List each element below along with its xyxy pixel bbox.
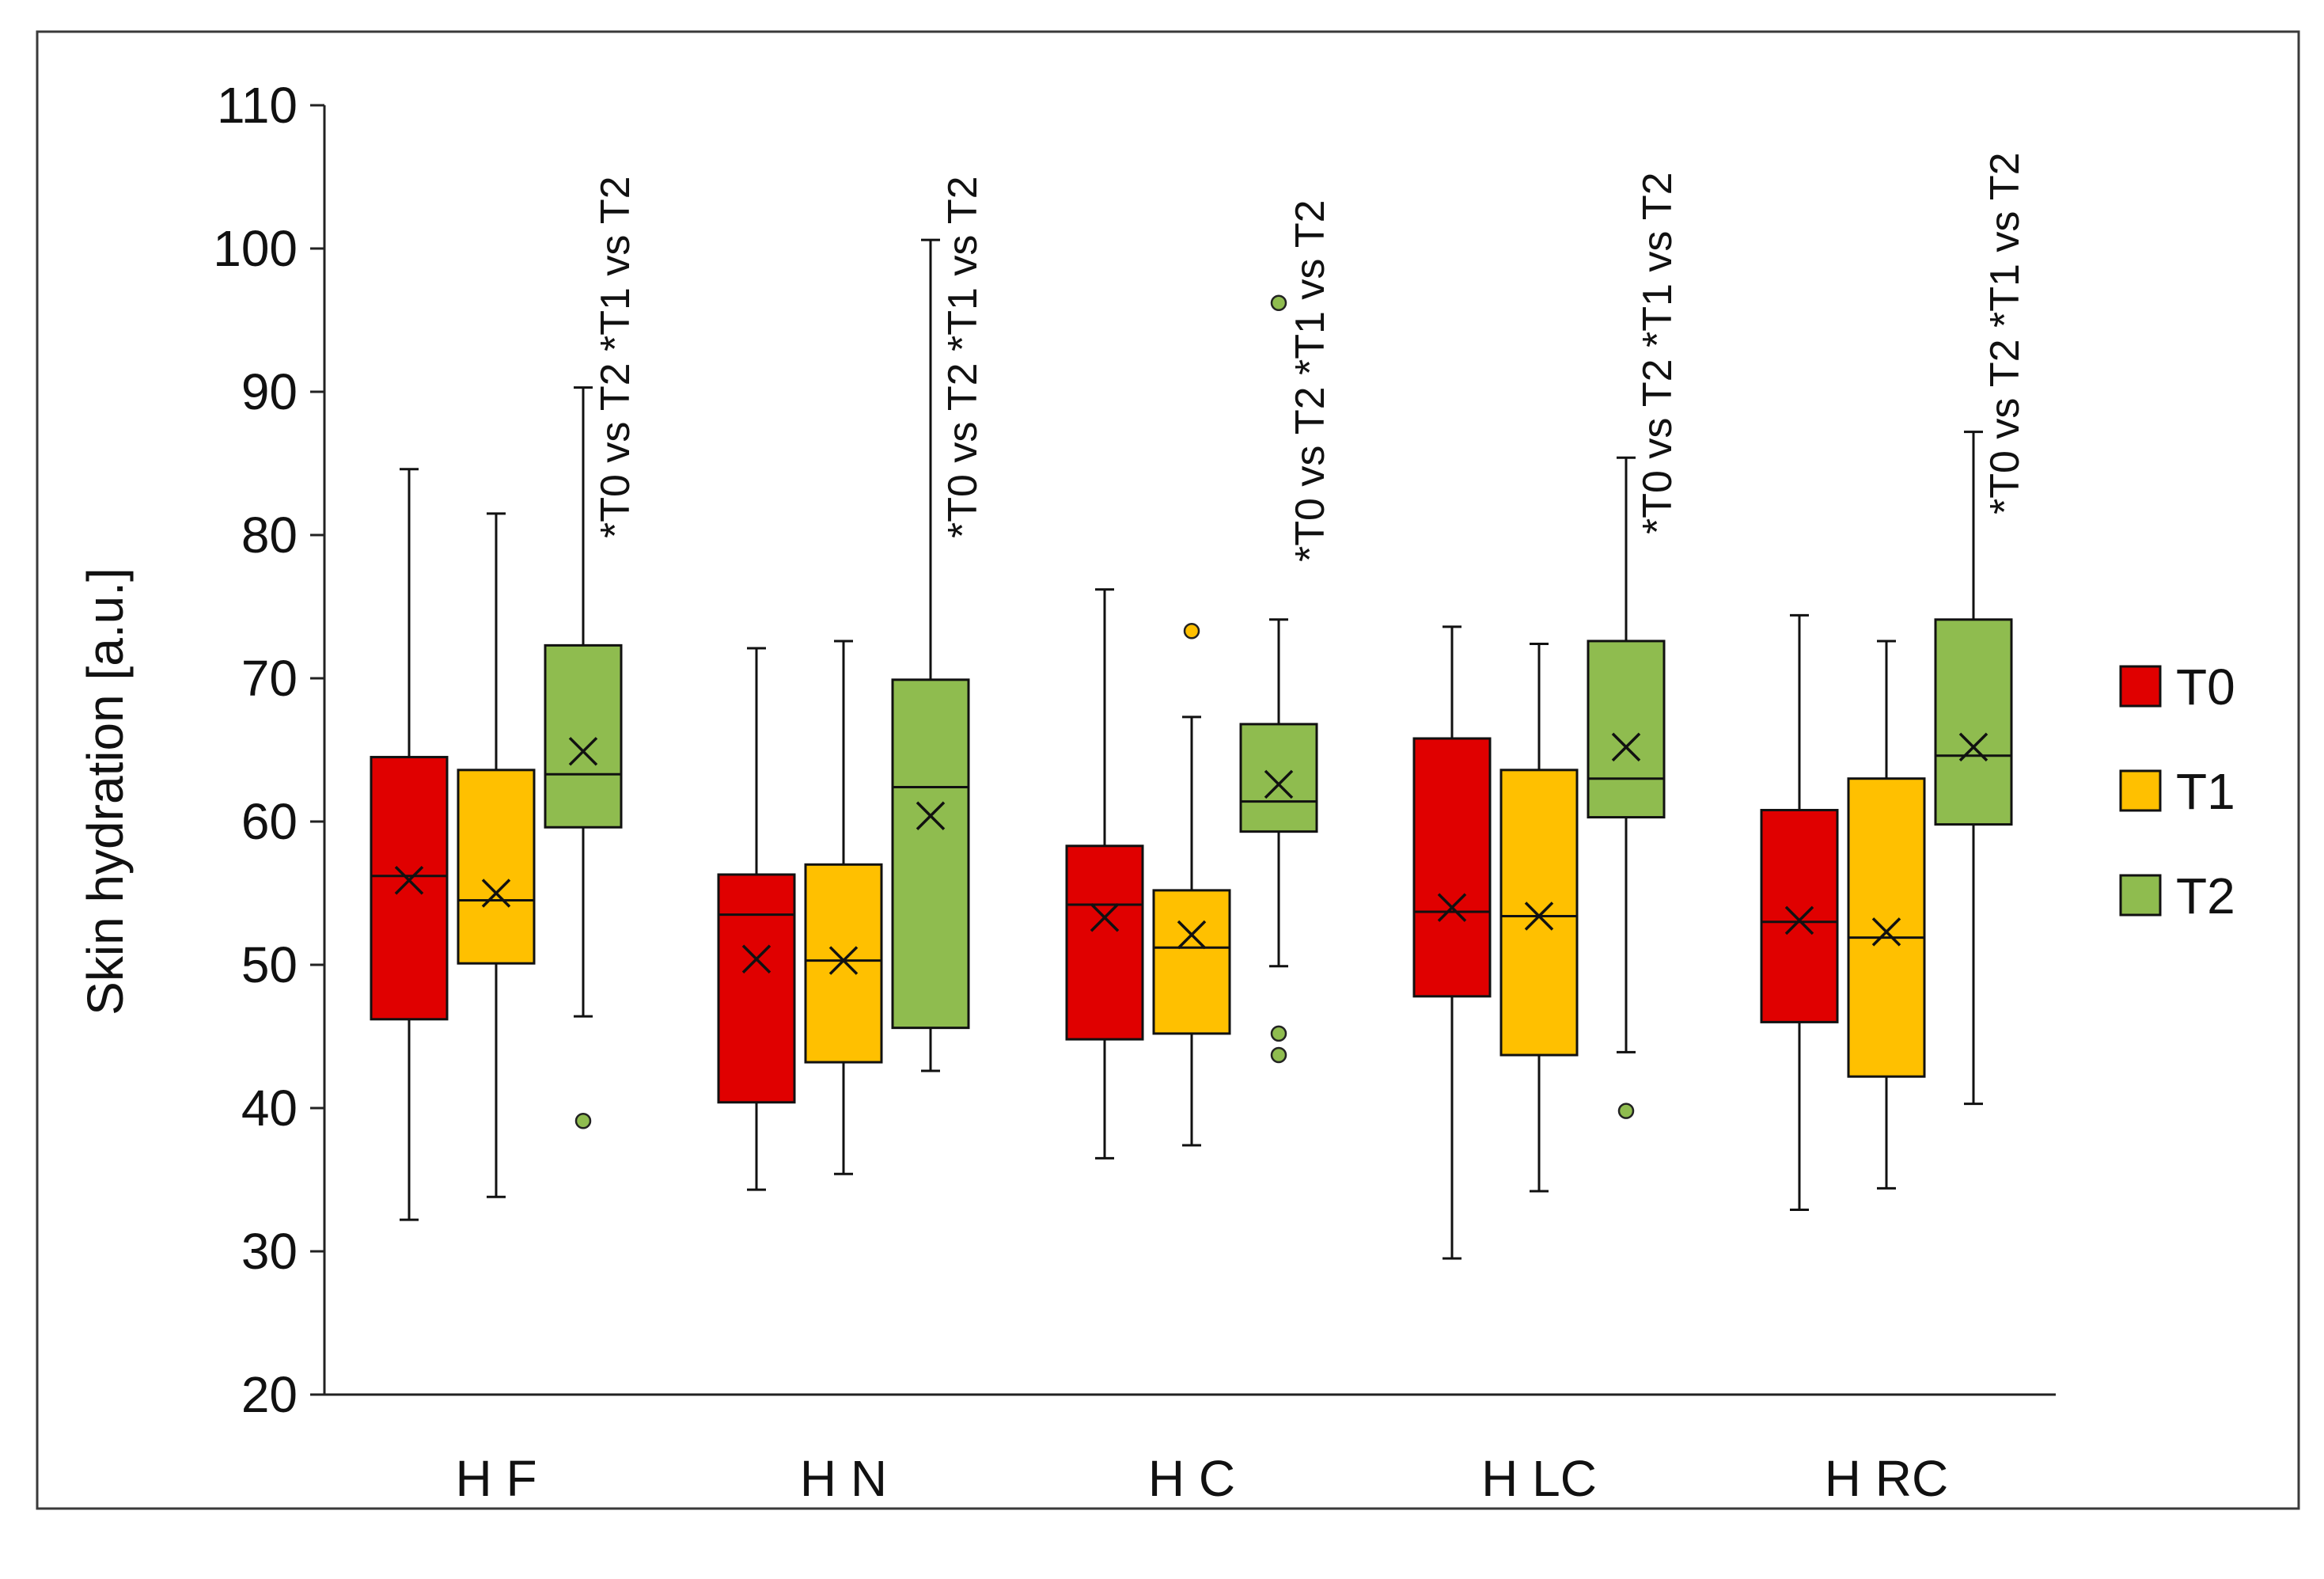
mean-marker bbox=[1437, 893, 1467, 922]
y-tick-label: 20 bbox=[241, 1366, 298, 1423]
outlier-point bbox=[1270, 1025, 1287, 1042]
box-t0 bbox=[370, 756, 449, 1021]
y-tick-label: 40 bbox=[241, 1080, 298, 1137]
box-t0 bbox=[1760, 809, 1839, 1023]
legend-swatch-t0 bbox=[2119, 665, 2162, 708]
x-tick-label: H LC bbox=[1481, 1450, 1597, 1507]
x-tick-label: H C bbox=[1148, 1450, 1235, 1507]
mean-marker bbox=[1177, 920, 1207, 950]
legend-swatch-t1 bbox=[2119, 769, 2162, 812]
legend-swatch-t2 bbox=[2119, 874, 2162, 917]
outlier-point bbox=[1183, 623, 1200, 640]
y-tick-label: 70 bbox=[241, 650, 298, 707]
significance-annotation: *T0 vs T2 *T1 vs T2 bbox=[1635, 172, 1681, 534]
box-t0 bbox=[717, 873, 796, 1104]
mean-marker bbox=[1784, 905, 1814, 936]
box-t2 bbox=[1239, 723, 1318, 833]
box-t2 bbox=[891, 678, 970, 1030]
mean-marker bbox=[481, 879, 511, 908]
box-t2 bbox=[1587, 640, 1666, 819]
mean-marker bbox=[1524, 901, 1554, 931]
outlier-point bbox=[1617, 1103, 1635, 1119]
y-tick-label: 60 bbox=[241, 793, 298, 850]
mean-marker bbox=[916, 801, 946, 830]
outlier-point bbox=[1270, 294, 1287, 312]
outlier-point bbox=[1270, 1046, 1287, 1064]
mean-marker bbox=[1090, 903, 1120, 932]
mean-marker bbox=[1611, 732, 1641, 762]
significance-annotation: *T0 vs T2 *T1 vs T2 bbox=[1287, 199, 1333, 562]
y-tick-label: 100 bbox=[213, 220, 298, 277]
y-tick-label: 30 bbox=[241, 1223, 298, 1280]
legend-label-t0: T0 bbox=[2176, 659, 2235, 715]
box-t1 bbox=[1847, 777, 1926, 1078]
mean-marker bbox=[394, 865, 424, 895]
y-tick-label: 50 bbox=[241, 936, 298, 993]
box-t2 bbox=[1934, 618, 2013, 826]
mean-marker bbox=[1264, 769, 1294, 799]
significance-annotation: *T0 vs T2 *T1 vs T2 bbox=[940, 176, 986, 538]
x-tick-label: H F bbox=[455, 1450, 536, 1507]
mean-marker bbox=[741, 944, 772, 974]
legend-label-t2: T2 bbox=[2176, 867, 2235, 924]
y-tick-label: 110 bbox=[217, 77, 298, 134]
legend-label-t1: T1 bbox=[2176, 763, 2235, 820]
x-tick-label: H RC bbox=[1825, 1450, 1948, 1507]
mean-marker bbox=[568, 737, 598, 766]
y-axis-label: Skin hydration [a.u.] bbox=[77, 567, 134, 1015]
box-t1 bbox=[1499, 769, 1579, 1057]
box-t1 bbox=[457, 769, 536, 965]
y-tick-label: 80 bbox=[241, 507, 298, 564]
box-t0 bbox=[1412, 737, 1492, 998]
mean-marker bbox=[828, 946, 859, 975]
mean-marker bbox=[1958, 732, 1988, 762]
significance-annotation: *T0 vs T2 *T1 vs T2 bbox=[593, 176, 639, 538]
outlier-point bbox=[574, 1113, 592, 1129]
box-t1 bbox=[1152, 889, 1231, 1035]
significance-annotation: *T0 vs T2 *T1 vs T2 bbox=[1982, 152, 2028, 514]
box-t0 bbox=[1065, 845, 1144, 1041]
x-tick-label: H N bbox=[800, 1450, 887, 1507]
box-t1 bbox=[804, 863, 883, 1064]
mean-marker bbox=[1871, 917, 1901, 947]
y-tick-label: 90 bbox=[241, 363, 298, 420]
box-t2 bbox=[544, 643, 623, 829]
